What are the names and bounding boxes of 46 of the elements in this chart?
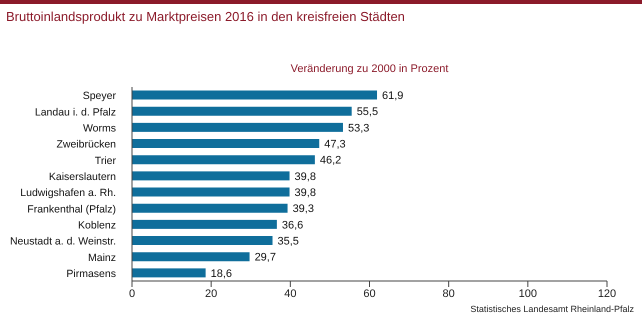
x-tick-label: 120 [598,288,616,300]
bar [132,155,315,164]
y-tick-label: Kaiserslautern [48,170,116,183]
bar [132,188,290,197]
bar [132,122,343,132]
x-tick-label: 40 [284,288,296,300]
data-label: 61,9 [382,90,404,102]
x-tick-label: 20 [205,288,218,300]
data-label: 47,3 [324,138,346,150]
y-tick-label: Pirmasens [66,268,116,280]
x-tick-label: 60 [363,288,376,300]
bar [132,220,277,229]
chart-title: Bruttoinlandsprodukt zu Marktpreisen 2016 in den kreisfreien Städten [6,9,405,24]
data-label: 39,8 [294,170,316,183]
y-tick-label: Zweibrücken [56,138,116,151]
bar [132,139,320,148]
data-label: 46,2 [320,154,342,167]
data-label: 53,3 [348,122,370,134]
x-tick-label: 0 [128,288,136,300]
y-tick-label: Landau i. d. Pfalz [34,106,116,118]
data-label: 18,6 [210,268,232,280]
bar [132,90,378,100]
y-tick-label: Frankenthal (Pfalz) [27,203,116,216]
text: Statistisches Landesamt Rheinland-Pfalz [470,304,634,314]
y-tick-label: Speyer [82,90,116,102]
x-tick-label: 100 [518,288,538,300]
y-tick-label: Mainz [88,252,116,264]
data-label: 35,5 [278,235,299,248]
y-tick-label: Worms [82,122,116,134]
x-tick-label: 80 [442,288,455,300]
bar [132,204,288,213]
y-tick-label: Koblenz [78,219,116,232]
bar [132,171,290,180]
data-label: 55,5 [356,106,378,118]
bar [132,252,250,262]
data-label: 39,3 [292,203,314,216]
y-tick-label: Neustadt a. d. Weinstr. [10,236,116,248]
chart-subtitle: Veränderung zu 2000 in Prozent [290,63,450,75]
bar [132,106,352,116]
bar [132,268,206,278]
data-label: 29,7 [254,252,276,264]
y-tick-label: Trier [94,154,116,167]
data-label: 36,6 [282,219,304,232]
data-label: 39,8 [294,186,316,199]
y-tick-label: Ludwigshafen a. Rh. [20,187,116,200]
bar [132,236,273,246]
